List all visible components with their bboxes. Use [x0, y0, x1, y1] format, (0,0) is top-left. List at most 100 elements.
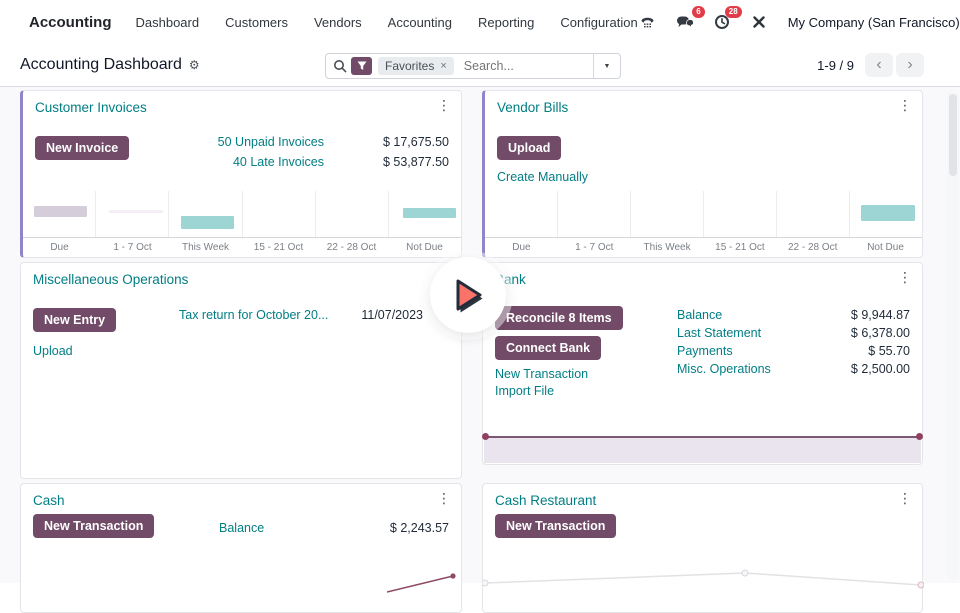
chart-axis: Due 1 - 7 Oct This Week 15 - 21 Oct 22 -… — [23, 237, 461, 257]
facet-label: Favorites — [385, 59, 435, 73]
new-entry-button[interactable]: New Entry — [33, 308, 117, 332]
payments-link[interactable]: Payments — [677, 344, 733, 358]
tick-this-week: This Week — [643, 242, 691, 253]
search-icon — [334, 60, 347, 73]
caret-down-icon: ▼ — [603, 62, 611, 70]
card-miscellaneous-operations: Miscellaneous Operations ⋮ New Entry Upl… — [20, 262, 462, 479]
app-name[interactable]: Accounting — [29, 13, 112, 31]
connect-bank-button[interactable]: Connect Bank — [495, 336, 602, 360]
top-nav-bar: Accounting Dashboard Customers Vendors A… — [0, 0, 960, 44]
balance-link[interactable]: Balance — [677, 308, 723, 322]
tick-not-due: Not Due — [406, 242, 443, 253]
balance-row: Balance $ 9,944.87 — [677, 308, 910, 322]
import-file-link[interactable]: Import File — [495, 384, 555, 398]
balance-amount: $ 9,944.87 — [850, 308, 910, 322]
bank-chart-area — [482, 433, 923, 463]
chart-point-end — [916, 433, 923, 440]
pager: 1-9 / 9 ‹ › — [817, 53, 924, 77]
messages-icon[interactable]: 6 — [675, 6, 705, 31]
menu-vendors[interactable]: Vendors — [313, 14, 362, 30]
chevron-left-icon: ‹ — [876, 56, 882, 73]
late-invoices-link[interactable]: 40 Late Invoices — [232, 155, 324, 169]
tick-due: Due — [50, 242, 69, 253]
unpaid-invoices-link[interactable]: 50 Unpaid Invoices — [217, 135, 324, 149]
search-facet-favorites[interactable]: Favorites × — [378, 57, 454, 75]
customer-invoices-chart[interactable]: Due 1 - 7 Oct This Week 15 - 21 Oct 22 -… — [23, 191, 461, 257]
bank-balance-chart[interactable] — [482, 433, 923, 464]
activities-badge: 28 — [724, 6, 742, 18]
upload-bill-button[interactable]: Upload — [497, 136, 562, 160]
bar-this-week[interactable] — [181, 216, 234, 229]
kebab-menu-icon[interactable]: ⋮ — [437, 490, 451, 506]
menu-customers[interactable]: Customers — [225, 14, 288, 30]
company-switcher[interactable]: My Company (San Francisco) — [787, 14, 960, 30]
menu-dashboard[interactable]: Dashboard — [135, 14, 200, 30]
card-cash-restaurant: Cash Restaurant ⋮ New Transaction — [482, 483, 924, 613]
funnel-icon — [357, 61, 366, 70]
new-transaction-link[interactable]: New Transaction — [495, 367, 589, 381]
payments-row: Payments $ 55.70 — [677, 344, 910, 358]
search-dropdown-toggle[interactable]: ▼ — [593, 54, 620, 78]
misc-operations-link[interactable]: Misc. Operations — [677, 362, 771, 376]
unpaid-invoices-row: 50 Unpaid Invoices $ 17,675.50 — [163, 135, 449, 149]
cash-stats-row: Balance $ 2,243.57 — [219, 521, 449, 535]
vertical-scrollbar[interactable] — [947, 90, 959, 580]
facet-close-icon[interactable]: × — [440, 60, 447, 72]
card-title-misc-operations[interactable]: Miscellaneous Operations — [33, 272, 189, 287]
kebab-menu-icon[interactable]: ⋮ — [437, 97, 451, 113]
video-play-overlay[interactable] — [430, 257, 506, 333]
card-title-vendor-bills[interactable]: Vendor Bills — [497, 100, 569, 115]
new-transaction-button[interactable]: New Transaction — [495, 514, 617, 538]
search-bar[interactable]: Favorites × ▼ — [325, 53, 621, 79]
activities-clock-icon[interactable]: 28 — [712, 6, 742, 31]
tools-icon[interactable] — [749, 13, 769, 31]
late-invoices-row: 40 Late Invoices $ 53,877.50 — [163, 155, 449, 169]
tick-due: Due — [512, 242, 531, 253]
card-title-customer-invoices[interactable]: Customer Invoices — [35, 100, 147, 115]
tick-1-7-oct: 1 - 7 Oct — [113, 242, 152, 253]
card-title-cash[interactable]: Cash — [33, 493, 65, 508]
menu-configuration[interactable]: Configuration — [560, 14, 638, 30]
pager-previous-button[interactable]: ‹ — [865, 53, 893, 77]
tax-return-link[interactable]: Tax return for October 20... — [179, 308, 329, 322]
page-title: Accounting Dashboard — [20, 56, 182, 73]
menu-reporting[interactable]: Reporting — [478, 14, 535, 30]
upload-link[interactable]: Upload — [33, 344, 73, 358]
bar-due[interactable] — [34, 206, 87, 217]
last-statement-amount: $ 6,378.00 — [850, 326, 910, 340]
late-invoices-amount: $ 53,877.50 — [382, 155, 449, 169]
cash-restaurant-chart — [483, 569, 924, 589]
last-statement-row: Last Statement $ 6,378.00 — [677, 326, 910, 340]
view-gear-icon[interactable]: ⚙ — [188, 58, 200, 72]
voip-phone-icon[interactable] — [638, 13, 658, 31]
card-customer-invoices: Customer Invoices ⋮ New Invoice 50 Unpai… — [20, 90, 462, 258]
card-title-cash-restaurant[interactable]: Cash Restaurant — [495, 493, 597, 508]
search-input[interactable] — [461, 58, 593, 74]
card-bank: Bank ⋮ Reconcile 8 Items Connect Bank Ne… — [482, 262, 923, 465]
last-statement-link[interactable]: Last Statement — [677, 326, 762, 340]
kebab-menu-icon[interactable]: ⋮ — [898, 97, 912, 113]
bar-not-due[interactable] — [861, 205, 915, 221]
vendor-bills-chart[interactable]: Due 1 - 7 Oct This Week 15 - 21 Oct 22 -… — [485, 191, 922, 257]
new-transaction-button[interactable]: New Transaction — [33, 514, 155, 538]
bar-1-7-oct[interactable] — [109, 210, 163, 213]
nav-right-cluster: 6 28 My Company (San Francisco) — [638, 6, 960, 34]
reconcile-items-button[interactable]: Reconcile 8 Items — [495, 306, 623, 330]
pager-next-button[interactable]: › — [896, 53, 924, 77]
misc-operations-row: Misc. Operations $ 2,500.00 — [677, 362, 910, 376]
cash-balance-link[interactable]: Balance — [219, 521, 265, 535]
create-manually-link[interactable]: Create Manually — [497, 170, 589, 184]
tick-this-week: This Week — [181, 242, 230, 253]
scrollbar-thumb[interactable] — [949, 94, 957, 176]
kebab-menu-icon[interactable]: ⋮ — [898, 490, 912, 506]
bar-not-due[interactable] — [403, 208, 456, 218]
chart-gridlines — [485, 191, 922, 237]
filter-icon-button[interactable] — [351, 57, 372, 75]
tick-15-21-oct: 15 - 21 Oct — [253, 242, 304, 253]
menu-accounting[interactable]: Accounting — [387, 14, 452, 30]
misc-operations-amount: $ 2,500.00 — [850, 362, 910, 376]
tick-22-28-oct: 22 - 28 Oct — [787, 242, 838, 253]
tax-return-row: Tax return for October 20... 11/07/2023 — [179, 308, 423, 322]
new-invoice-button[interactable]: New Invoice — [35, 136, 130, 160]
kebab-menu-icon[interactable]: ⋮ — [898, 269, 912, 285]
